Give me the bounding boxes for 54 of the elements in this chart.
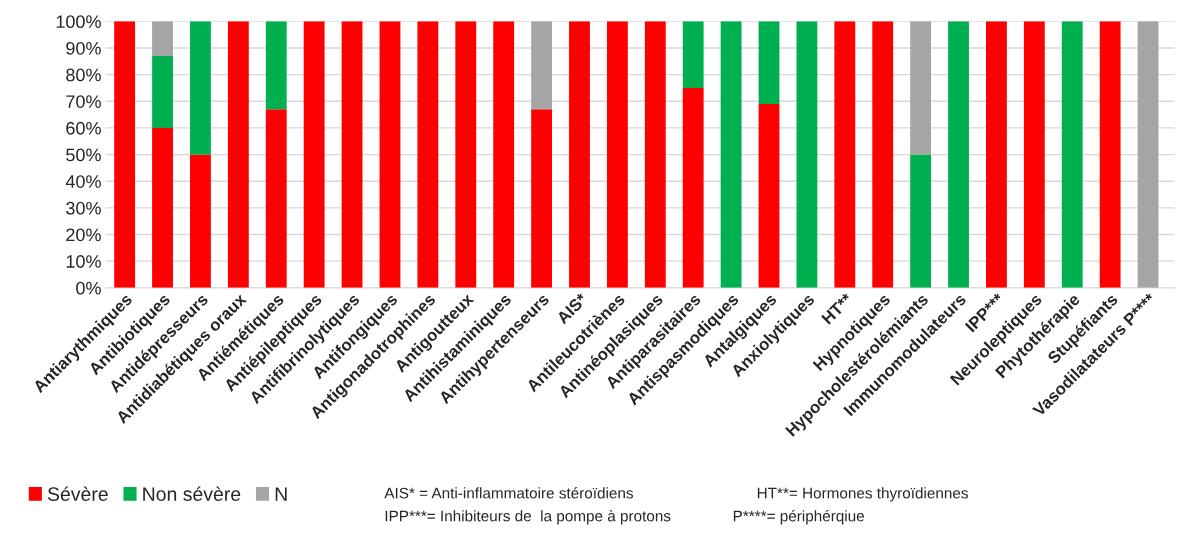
bar [720,21,742,288]
bar [265,21,287,110]
bar [796,21,818,288]
bar [152,127,173,288]
bar [152,21,173,56]
bar [606,21,628,288]
y-tick-label: 80% [66,68,101,82]
bar [341,21,363,288]
y-tick-label: 50% [66,148,101,162]
bar [569,21,590,288]
legend-label: N [275,487,287,501]
y-tick-label: 60% [66,121,101,135]
bar [190,154,211,288]
bar [758,103,780,288]
bar [910,21,932,155]
bar [303,21,325,288]
y-tick-label: 10% [66,255,101,268]
bar [531,109,553,288]
bar [834,21,856,288]
bar [227,21,249,288]
bar [872,21,894,288]
y-tick-label: 70% [66,95,101,108]
bar [1099,21,1121,288]
text: AIS* = Anti-inflammatoire stéroïdiens [384,487,633,499]
y-tick-label: 20% [66,228,101,242]
bar [758,21,780,104]
bar [190,21,211,155]
bar [417,21,439,288]
text: HT**= Hormones thyroïdiennes [757,487,968,502]
bar [493,21,515,288]
bar [986,21,1007,288]
legend-label: Non sévère [143,486,241,501]
y-tick-label: 0% [76,281,101,295]
y-tick-label: 90% [66,41,101,55]
bar [1137,21,1159,288]
bar [152,55,173,128]
bar [455,21,477,288]
y-tick-label: 40% [65,175,101,188]
bar [644,21,666,288]
bar [114,21,136,288]
bar [1023,21,1045,288]
bar [910,154,932,288]
bar [948,21,969,288]
y-tick-label: 100% [56,15,101,29]
bar [531,21,553,110]
bar [682,21,704,88]
y-tick-label: 30% [66,201,101,215]
text: IPP***= Inhibiteurs de la pompe à protons [385,510,671,525]
bar [1061,21,1083,288]
legend-label: Sévère [47,486,108,501]
bar [265,109,287,288]
bar [379,21,401,288]
bar [682,87,704,288]
text: P****= périphérqiue [733,510,865,525]
